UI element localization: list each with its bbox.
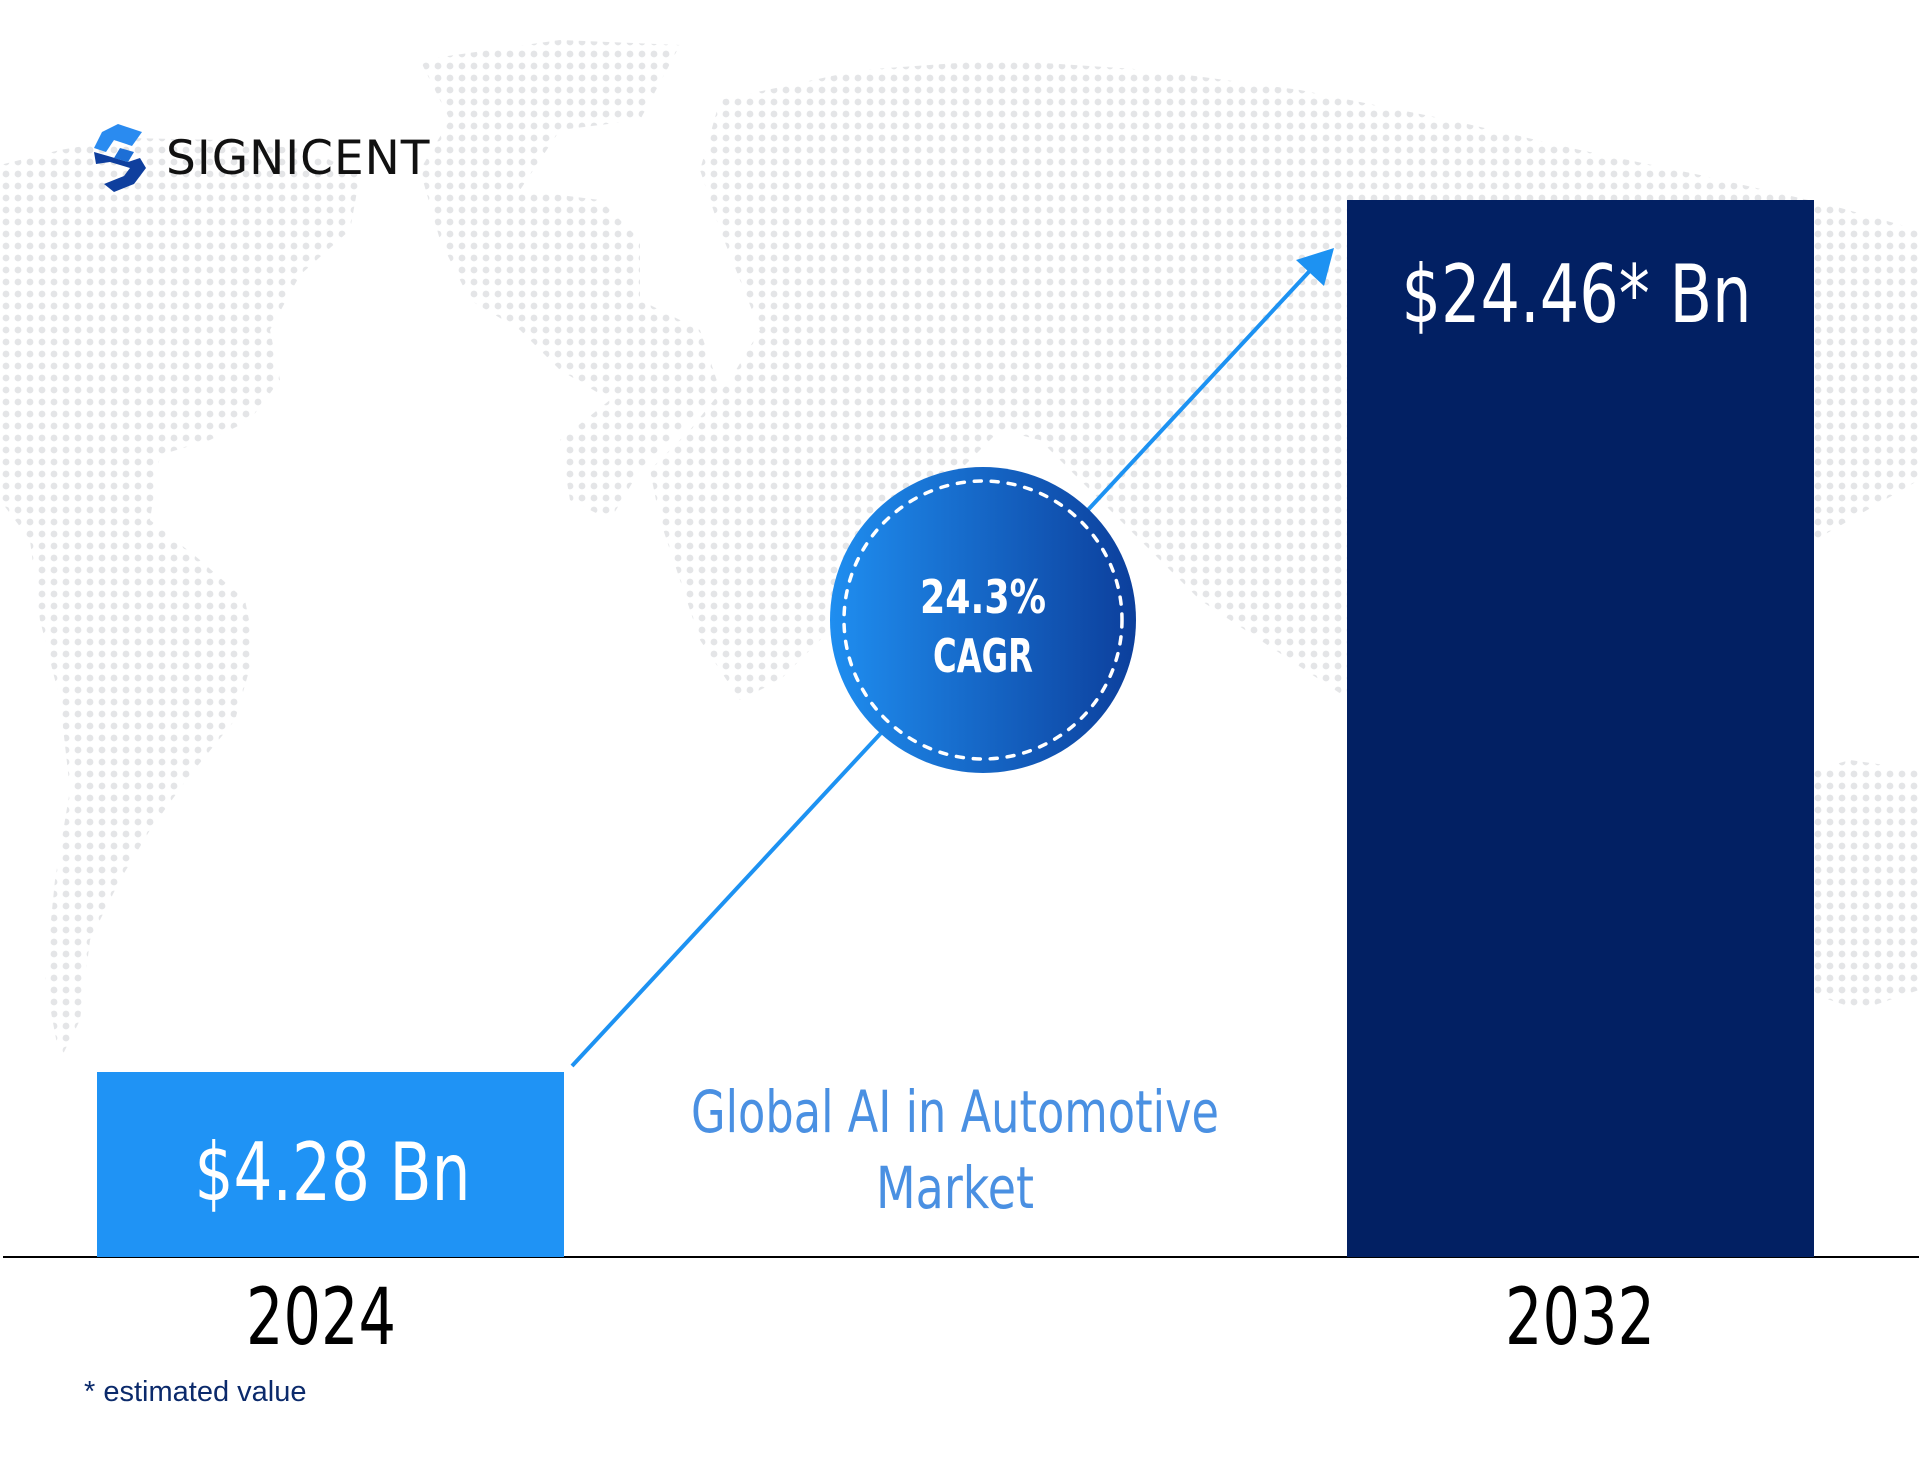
footnote: * estimated value [84,1376,307,1408]
bar-2024 [97,1072,564,1257]
brand-logo: SIGNICENT [84,118,431,198]
signicent-s-icon [94,124,146,192]
bar-2032 [1347,200,1814,1257]
brand-name: SIGNICENT [166,130,431,186]
category-label-2032: 2032 [1505,1273,1655,1363]
arrow-head-icon [1296,248,1334,286]
chart-title-line-2: Market [876,1154,1034,1222]
cagr-value: 24.3% [920,570,1046,624]
category-label-2024: 2024 [246,1273,396,1363]
chart-title-line-1: Global AI in Automotive [691,1078,1219,1146]
cagr-dashed-ring [842,479,1124,761]
value-label-2024: $4.28 Bn [195,1126,471,1219]
value-label-2032: $24.46* Bn [1402,248,1752,341]
cagr-label: CAGR [933,629,1033,683]
cagr-badge [830,467,1136,773]
